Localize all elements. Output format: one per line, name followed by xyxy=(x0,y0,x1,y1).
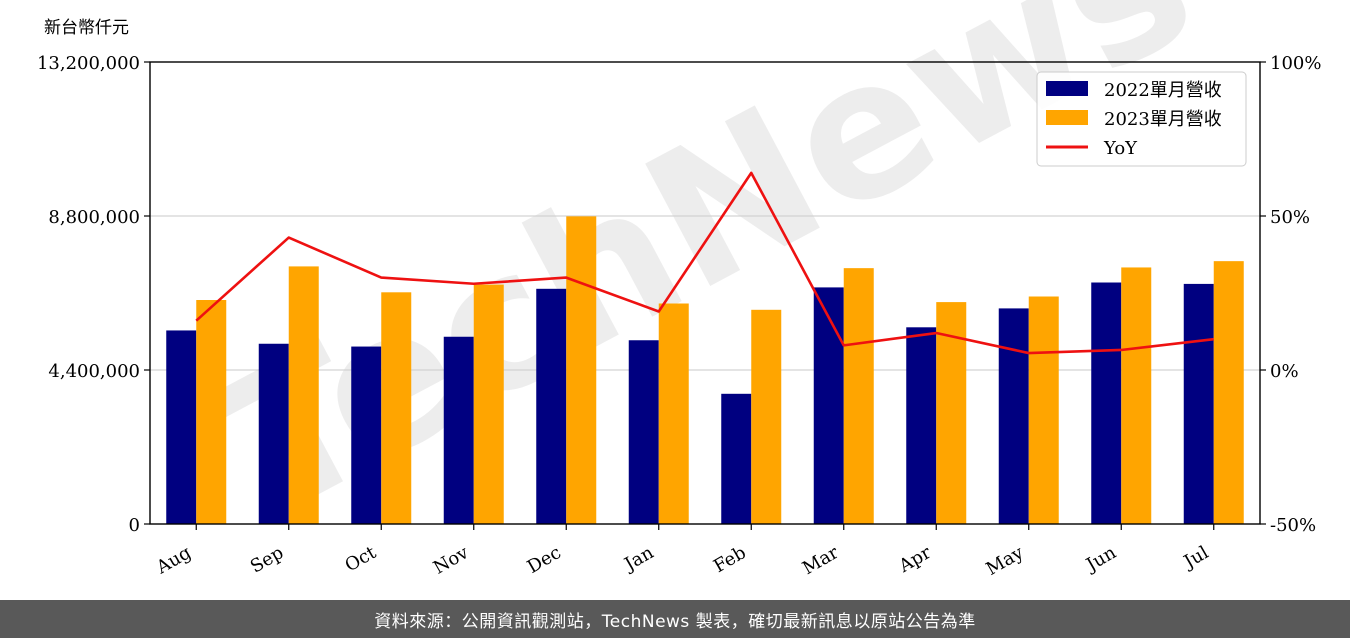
bar-2022-jan xyxy=(628,340,659,524)
y-tick-label-2: 8,800,000 xyxy=(48,207,140,228)
bar-2022-jul xyxy=(1183,283,1214,524)
x-tick-label-apr: Apr xyxy=(895,542,935,577)
source-footer: 資料來源：公開資訊觀測站，TechNews 製表，確切最新訊息以原站公告為準 xyxy=(0,600,1350,638)
x-tick-label-jun: Jun xyxy=(1081,542,1120,577)
y2-tick-label-0: -50% xyxy=(1270,515,1316,536)
x-tick-label-nov: Nov xyxy=(430,542,473,579)
x-tick-label-feb: Feb xyxy=(710,542,750,577)
yoy-line xyxy=(195,171,1214,355)
axes xyxy=(144,61,1266,530)
gridlines xyxy=(150,215,1260,371)
bar-2023-jun xyxy=(1121,267,1152,524)
x-tick-label-dec: Dec xyxy=(524,542,565,578)
legend-label-1: 2023單月營收 xyxy=(1104,109,1222,130)
bar-2022-sep xyxy=(258,343,289,524)
bar-2023-mar xyxy=(843,268,874,524)
y2-tick-label-3: 100% xyxy=(1270,53,1321,74)
unit-label: 新台幣仟元 xyxy=(44,18,129,38)
bar-2023-feb xyxy=(751,309,782,524)
yoy-line-group xyxy=(195,171,1214,355)
bar-2023-aug xyxy=(196,300,227,524)
y-tick-label-1: 4,400,000 xyxy=(48,361,140,382)
bar-2022-nov xyxy=(443,336,474,524)
legend: 2022單月營收 2023單月營收 YoY xyxy=(1036,71,1247,167)
bar-2022-jun xyxy=(1091,282,1122,524)
x-tick-label-oct: Oct xyxy=(341,542,380,577)
x-tick-label-jan: Jan xyxy=(619,542,657,576)
y2-tick-label-2: 50% xyxy=(1270,207,1310,228)
bar-2023-may xyxy=(1028,296,1059,524)
x-tick-label-sep: Sep xyxy=(247,542,287,577)
x-tick-label-mar: Mar xyxy=(799,542,843,579)
bar-2023-oct xyxy=(381,292,412,524)
x-tick-label-jul: Jul xyxy=(1179,542,1213,574)
x-tick-label-may: May xyxy=(983,542,1028,580)
legend-swatch-1 xyxy=(1046,110,1088,125)
bar-2023-sep xyxy=(288,266,319,524)
bar-2023-dec xyxy=(566,216,597,524)
bar-2023-nov xyxy=(473,284,504,524)
bar-2022-apr xyxy=(906,327,937,524)
legend-swatch-0 xyxy=(1046,81,1088,96)
bar-2022-dec xyxy=(536,288,567,524)
revenue-chart: TechNews 新台幣仟元 04,400,0008,800,00013,200… xyxy=(37,0,1322,580)
bar-2022-mar xyxy=(813,287,844,524)
y-tick-label-0: 0 xyxy=(129,515,140,536)
y2-tick-label-1: 0% xyxy=(1270,361,1299,382)
legend-label-0: 2022單月營收 xyxy=(1104,80,1222,101)
y-tick-label-3: 13,200,000 xyxy=(37,53,140,74)
legend-label-2: YoY xyxy=(1103,138,1138,159)
bar-2023-jan xyxy=(658,303,689,524)
bar-2022-feb xyxy=(721,393,752,524)
x-tick-label-aug: Aug xyxy=(152,542,195,579)
legend-box xyxy=(1036,71,1247,167)
bar-2023-jul xyxy=(1213,261,1244,524)
bar-2022-oct xyxy=(351,346,382,524)
bar-2022-aug xyxy=(166,330,197,524)
plot-frame xyxy=(149,61,1261,525)
bars xyxy=(166,216,1244,524)
bar-2022-may xyxy=(998,308,1029,524)
